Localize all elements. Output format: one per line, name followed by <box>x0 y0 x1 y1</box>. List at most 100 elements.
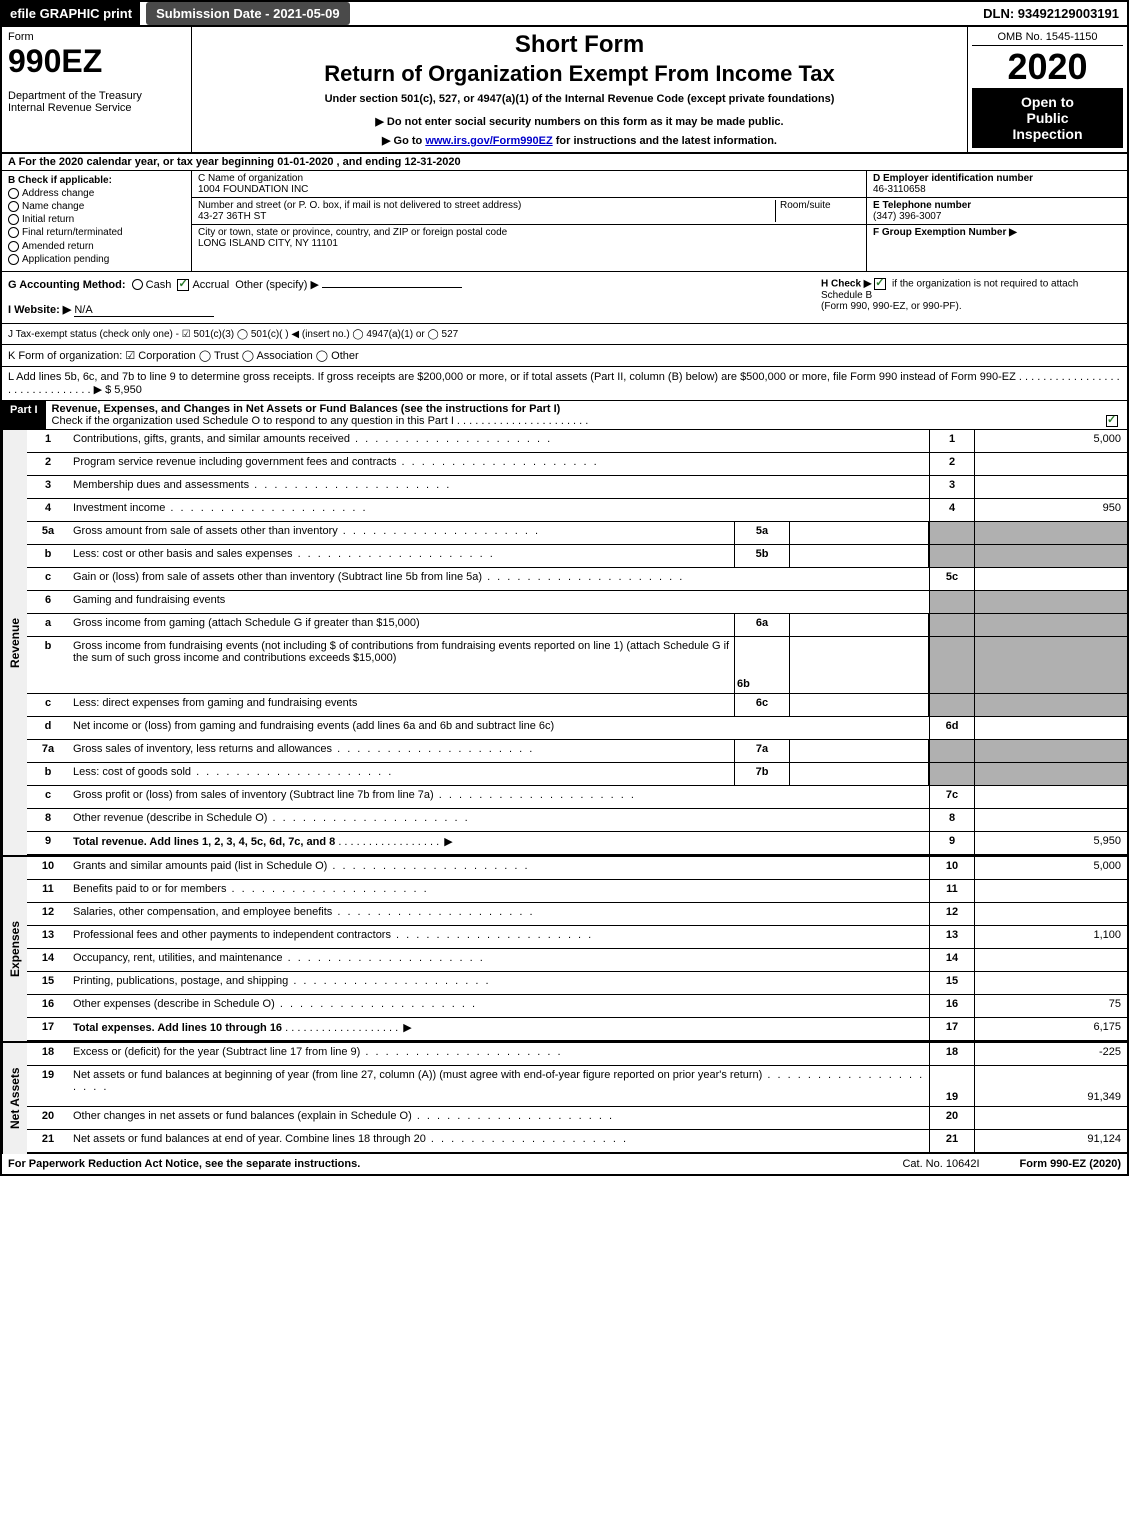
efile-label: efile GRAPHIC print <box>2 2 140 25</box>
i-label: I Website: ▶ <box>8 304 71 316</box>
goto-note: ▶ Go to www.irs.gov/Form990EZ for instru… <box>198 134 961 147</box>
col-d: D Employer identification number 46-3110… <box>867 171 1127 271</box>
footer: For Paperwork Reduction Act Notice, see … <box>2 1154 1127 1174</box>
check-name[interactable]: Name change <box>8 201 185 212</box>
part1-check: Check if the organization used Schedule … <box>52 415 589 427</box>
footer-right: Form 990-EZ (2020) <box>1020 1158 1121 1170</box>
donot-note: ▶ Do not enter social security numbers o… <box>198 115 961 128</box>
h-label: H Check ▶ <box>821 278 871 289</box>
header-row: Form 990EZ Department of the Treasury In… <box>2 27 1127 154</box>
row-k: K Form of organization: ☑ Corporation ◯ … <box>2 345 1127 367</box>
info-grid: B Check if applicable: Address change Na… <box>2 171 1127 272</box>
omb-number: OMB No. 1545-1150 <box>972 31 1123 46</box>
side-netassets: Net Assets <box>2 1043 27 1154</box>
line-8: 8Other revenue (describe in Schedule O)8 <box>27 809 1127 832</box>
line-19: 19Net assets or fund balances at beginni… <box>27 1066 1127 1107</box>
side-expenses: Expenses <box>2 857 27 1041</box>
line-11: 11Benefits paid to or for members11 <box>27 880 1127 903</box>
room-label: Room/suite <box>775 200 860 222</box>
j-text: J Tax-exempt status (check only one) - ☑… <box>8 329 458 340</box>
accrual-check[interactable] <box>177 279 189 291</box>
open3: Inspection <box>976 126 1119 142</box>
part1-title: Revenue, Expenses, and Changes in Net As… <box>46 401 1127 429</box>
gh-right: H Check ▶ if the organization is not req… <box>815 272 1127 323</box>
top-bar: efile GRAPHIC print Submission Date - 20… <box>2 2 1127 27</box>
irs-label: Internal Revenue Service <box>8 102 185 114</box>
section-a: A For the 2020 calendar year, or tax yea… <box>2 154 1127 171</box>
netassets-body: 18Excess or (deficit) for the year (Subt… <box>27 1043 1127 1154</box>
department: Department of the Treasury <box>8 90 185 102</box>
footer-mid: Cat. No. 10642I <box>902 1158 979 1170</box>
side-revenue: Revenue <box>2 430 27 855</box>
tel-value: (347) 396-3007 <box>873 211 941 222</box>
part1-header-row: Part I Revenue, Expenses, and Changes in… <box>2 401 1127 430</box>
line-7c: cGross profit or (loss) from sales of in… <box>27 786 1127 809</box>
address-row: Number and street (or P. O. box, if mail… <box>192 198 866 225</box>
line-6c: cLess: direct expenses from gaming and f… <box>27 694 1127 717</box>
open2: Public <box>976 110 1119 126</box>
h-check[interactable] <box>874 278 886 290</box>
form-container: efile GRAPHIC print Submission Date - 20… <box>0 0 1129 1176</box>
check-address[interactable]: Address change <box>8 188 185 199</box>
header-center: Short Form Return of Organization Exempt… <box>192 27 967 152</box>
line-21: 21Net assets or fund balances at end of … <box>27 1130 1127 1154</box>
line-5b: bLess: cost or other basis and sales exp… <box>27 545 1127 568</box>
subtitle: Under section 501(c), 527, or 4947(a)(1)… <box>198 93 961 105</box>
city-row: City or town, state or province, country… <box>192 225 866 251</box>
website-value: N/A <box>74 304 214 317</box>
ein-value: 46-3110658 <box>873 184 926 195</box>
return-title: Return of Organization Exempt From Incom… <box>198 61 961 87</box>
line-1: 1Contributions, gifts, grants, and simil… <box>27 430 1127 453</box>
org-name: 1004 FOUNDATION INC <box>198 184 308 195</box>
line-10: 10Grants and similar amounts paid (list … <box>27 857 1127 880</box>
cash-circle[interactable] <box>132 279 143 290</box>
h-text2: (Form 990, 990-EZ, or 990-PF). <box>821 301 962 312</box>
k-text: K Form of organization: ☑ Corporation ◯ … <box>8 350 359 362</box>
goto-link[interactable]: www.irs.gov/Form990EZ <box>425 135 552 147</box>
l-val: 5,950 <box>114 384 142 396</box>
name-label: C Name of organization <box>198 173 308 184</box>
line-6d: dNet income or (loss) from gaming and fu… <box>27 717 1127 740</box>
tax-year: 2020 <box>972 46 1123 88</box>
line-6a: aGross income from gaming (attach Schedu… <box>27 614 1127 637</box>
expenses-body: 10Grants and similar amounts paid (list … <box>27 857 1127 1041</box>
line-16: 16Other expenses (describe in Schedule O… <box>27 995 1127 1018</box>
group-label: F Group Exemption Number ▶ <box>873 227 1017 238</box>
dln-label: DLN: 93492129003191 <box>983 6 1127 21</box>
line-9: 9Total revenue. Add lines 1, 2, 3, 4, 5c… <box>27 832 1127 855</box>
line-5c: cGain or (loss) from sale of assets othe… <box>27 568 1127 591</box>
section-a-text: A For the 2020 calendar year, or tax yea… <box>8 156 461 168</box>
line-18: 18Excess or (deficit) for the year (Subt… <box>27 1043 1127 1066</box>
header-left: Form 990EZ Department of the Treasury In… <box>2 27 192 152</box>
part1-label: Part I <box>2 401 46 429</box>
line-15: 15Printing, publications, postage, and s… <box>27 972 1127 995</box>
col-b-title: B Check if applicable: <box>8 175 112 186</box>
check-final[interactable]: Final return/terminated <box>8 227 185 238</box>
line-4: 4Investment income4950 <box>27 499 1127 522</box>
l-text: L Add lines 5b, 6c, and 7b to line 9 to … <box>8 371 1120 396</box>
city-label: City or town, state or province, country… <box>198 227 507 238</box>
row-l: L Add lines 5b, 6c, and 7b to line 9 to … <box>2 367 1127 401</box>
revenue-body: 1Contributions, gifts, grants, and simil… <box>27 430 1127 855</box>
line-13: 13Professional fees and other payments t… <box>27 926 1127 949</box>
other-input[interactable] <box>322 287 462 288</box>
expenses-section: Expenses 10Grants and similar amounts pa… <box>2 855 1127 1041</box>
check-amended[interactable]: Amended return <box>8 241 185 252</box>
g-label: G Accounting Method: <box>8 279 126 291</box>
line-5a: 5aGross amount from sale of assets other… <box>27 522 1127 545</box>
gh-left: G Accounting Method: Cash Accrual Other … <box>2 272 815 323</box>
netassets-section: Net Assets 18Excess or (deficit) for the… <box>2 1041 1127 1154</box>
check-pending[interactable]: Application pending <box>8 254 185 265</box>
part1-checkbox[interactable] <box>1106 415 1118 427</box>
open-inspection-box: Open to Public Inspection <box>972 88 1123 148</box>
submission-date: Submission Date - 2021-05-09 <box>146 2 350 25</box>
open1: Open to <box>976 94 1119 110</box>
revenue-section: Revenue 1Contributions, gifts, grants, a… <box>2 430 1127 855</box>
line-20: 20Other changes in net assets or fund ba… <box>27 1107 1127 1130</box>
line-7a: 7aGross sales of inventory, less returns… <box>27 740 1127 763</box>
col-b: B Check if applicable: Address change Na… <box>2 171 192 271</box>
row-gh: G Accounting Method: Cash Accrual Other … <box>2 272 1127 324</box>
line-6: 6Gaming and fundraising events <box>27 591 1127 614</box>
check-initial[interactable]: Initial return <box>8 214 185 225</box>
line-6b: bGross income from fundraising events (n… <box>27 637 1127 694</box>
